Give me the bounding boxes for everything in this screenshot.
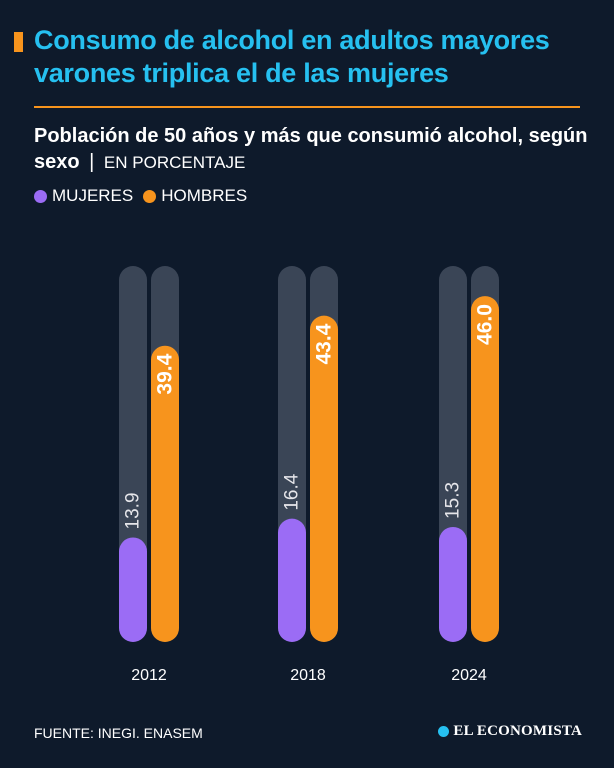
bar-hombres-2024 <box>471 296 499 642</box>
bar-hombres-2018 <box>310 315 338 642</box>
subtitle-unit: EN PORCENTAJE <box>103 153 246 172</box>
subtitle-separator: | <box>89 151 95 173</box>
chart-subtitle: Población de 50 años y más que consumió … <box>34 123 594 176</box>
value-label-hombres-2018: 43.4 <box>313 323 336 364</box>
legend-item-mujeres: MUJERES <box>34 186 133 206</box>
legend-swatch-mujeres <box>34 189 47 203</box>
category-label-2024: 2024 <box>451 667 487 684</box>
value-label-mujeres-2024: 15.3 <box>443 482 464 519</box>
legend-label-hombres: HOMBRES <box>161 186 248 205</box>
value-label-hombres-2024: 46.0 <box>474 304 497 345</box>
category-label-2018: 2018 <box>290 667 326 684</box>
bar-mujeres-2012 <box>119 537 147 642</box>
headline: Consumo de alcohol en adultos mayores va… <box>34 25 550 88</box>
bar-mujeres-2024 <box>439 526 467 642</box>
value-label-mujeres-2018: 16.4 <box>282 473 303 510</box>
brand-icon <box>438 726 450 737</box>
brand-name: EL ECONOMISTA <box>453 723 582 739</box>
legend-item-hombres: HOMBRES <box>143 186 247 206</box>
bar-hombres-2012 <box>151 345 179 642</box>
legend-swatch-hombres <box>143 189 157 203</box>
chart-legend: MUJERES HOMBRES <box>34 186 257 206</box>
category-label-2012: 2012 <box>131 667 167 684</box>
value-label-hombres-2012: 39.4 <box>154 353 177 394</box>
bar-mujeres-2018 <box>278 518 306 642</box>
headline-divider <box>34 106 580 108</box>
value-label-mujeres-2012: 13.9 <box>123 492 144 529</box>
brand-logo: EL ECONOMISTA <box>438 723 582 740</box>
legend-label-mujeres: MUJERES <box>52 186 134 205</box>
source-note: FUENTE: INEGI. ENASEM <box>34 725 203 741</box>
subtitle-text: Población de 50 años y más que consumió … <box>34 125 588 173</box>
headline-accent-mark <box>14 32 23 52</box>
